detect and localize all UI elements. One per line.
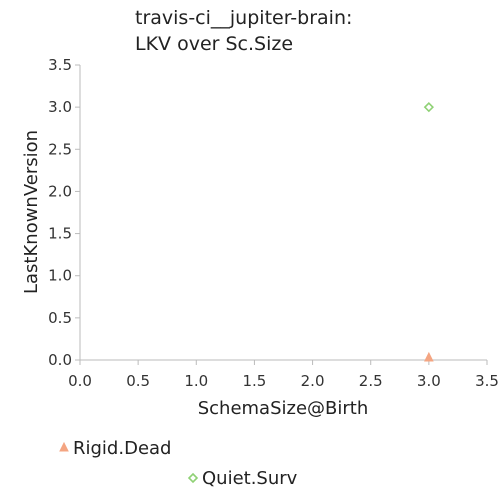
- y-tick-label: 0.0: [48, 351, 72, 369]
- x-tick-label: 3.0: [417, 372, 441, 390]
- y-tick-label: 0.5: [48, 309, 72, 327]
- data-point-rigid-dead: [424, 351, 434, 362]
- chart-title-line-2: LKV over Sc.Size: [135, 33, 293, 55]
- x-tick-label: 1.5: [242, 372, 266, 390]
- legend-label-quiet-surv: Quiet.Surv: [202, 468, 298, 489]
- y-tick-label: 2.5: [48, 140, 72, 158]
- y-tick-label: 1.0: [48, 267, 72, 285]
- legend: Rigid.Dead Quiet.Surv: [59, 438, 298, 489]
- legend-marker-quiet-surv: [187, 472, 199, 484]
- y-axis-ticks: 0.0 0.5 1.0 1.5 2.0 2.5 3.0 3.5: [48, 56, 80, 369]
- legend-marker-rigid-dead: [59, 441, 69, 452]
- y-tick-label: 3.0: [48, 98, 72, 116]
- x-tick-label: 0.0: [68, 372, 92, 390]
- chart-title-line-1: travis-ci__jupiter-brain:: [135, 7, 352, 29]
- y-tick-label: 3.5: [48, 56, 72, 74]
- x-tick-label: 3.5: [475, 372, 499, 390]
- x-axis-ticks: 0.0 0.5 1.0 1.5 2.0 2.5 3.0 3.5: [68, 360, 499, 390]
- data-points: [423, 102, 434, 362]
- x-tick-label: 0.5: [126, 372, 150, 390]
- x-tick-label: 2.5: [359, 372, 383, 390]
- data-point-quiet-surv: [423, 102, 434, 113]
- y-tick-label: 2.0: [48, 182, 72, 200]
- legend-label-rigid-dead: Rigid.Dead: [73, 438, 171, 459]
- x-tick-label: 2.0: [301, 372, 325, 390]
- x-axis-title: SchemaSize@Birth: [198, 398, 369, 419]
- x-tick-label: 1.0: [184, 372, 208, 390]
- y-axis-title: LastKnownVersion: [21, 130, 42, 294]
- y-tick-label: 1.5: [48, 225, 72, 243]
